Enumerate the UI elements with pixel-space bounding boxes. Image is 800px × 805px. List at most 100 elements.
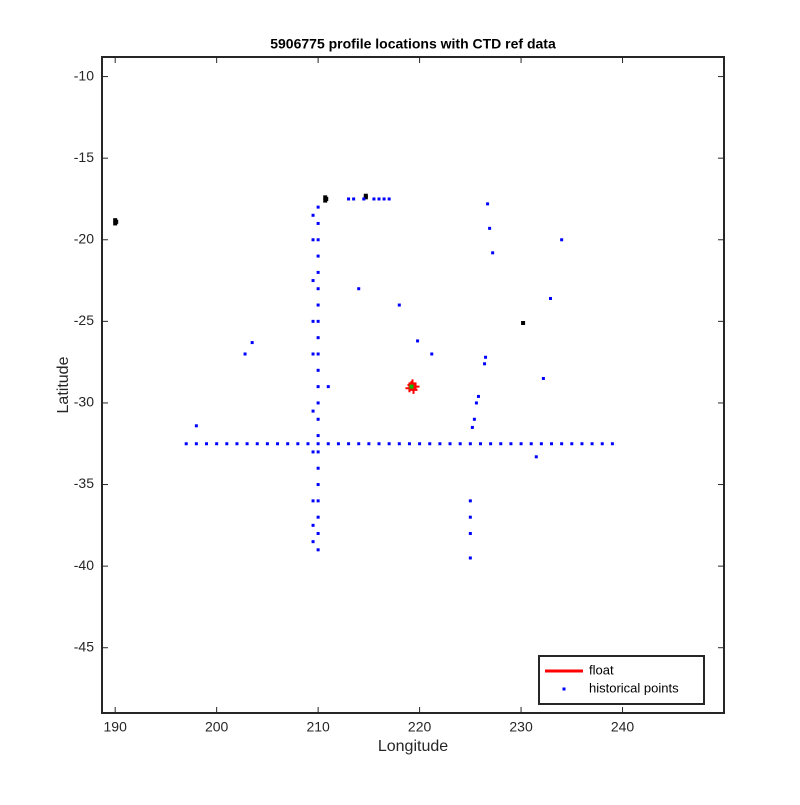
point: [316, 238, 320, 242]
point: [316, 319, 320, 323]
point: [590, 442, 594, 446]
legend-swatch: [562, 687, 566, 691]
point: [472, 417, 476, 421]
point: [548, 297, 552, 301]
point: [352, 197, 356, 201]
point: [416, 339, 420, 343]
point: [377, 442, 381, 446]
point: [286, 442, 290, 446]
point: [311, 523, 315, 527]
point: [255, 442, 259, 446]
point: [316, 483, 320, 487]
x-tick-label: 210: [306, 719, 330, 735]
point: [483, 362, 487, 366]
point: [377, 197, 381, 201]
point: [316, 287, 320, 291]
point: [205, 442, 209, 446]
point: [225, 442, 229, 446]
point: [529, 442, 533, 446]
point: [311, 319, 315, 323]
point: [570, 442, 574, 446]
point: [387, 197, 391, 201]
point: [382, 197, 386, 201]
point: [387, 442, 391, 446]
x-tick-label: 200: [205, 719, 229, 735]
point: [448, 442, 452, 446]
point: [316, 303, 320, 307]
point: [397, 442, 401, 446]
point: [316, 221, 320, 225]
point: [114, 219, 119, 224]
legend-label: float: [589, 662, 614, 677]
point: [326, 385, 330, 389]
y-tick-label: -25: [74, 312, 94, 328]
point: [470, 425, 474, 429]
point: [311, 499, 315, 503]
point: [316, 205, 320, 209]
point: [468, 531, 472, 535]
point: [336, 442, 340, 446]
legend-label: historical points: [589, 680, 679, 695]
point: [550, 442, 554, 446]
point: [367, 442, 371, 446]
y-tick-label: -45: [74, 638, 94, 654]
point: [243, 352, 247, 356]
point: [610, 442, 614, 446]
point: [363, 193, 368, 198]
point: [265, 442, 269, 446]
y-tick-label: -35: [74, 475, 94, 491]
point: [347, 197, 351, 201]
point: [235, 442, 239, 446]
point: [478, 442, 482, 446]
point: [316, 254, 320, 258]
point: [316, 336, 320, 340]
point: [296, 442, 300, 446]
point: [372, 197, 376, 201]
y-tick-label: -20: [74, 230, 94, 246]
point: [316, 450, 320, 454]
x-tick-label: 230: [509, 719, 533, 735]
x-tick-label: 190: [104, 719, 128, 735]
point: [509, 442, 513, 446]
point: [499, 442, 503, 446]
point: [521, 320, 526, 325]
point: [311, 238, 315, 242]
x-tick-label: 220: [408, 719, 432, 735]
point: [476, 394, 480, 398]
point: [250, 341, 254, 345]
y-tick-label: -30: [74, 394, 94, 410]
point: [311, 409, 315, 413]
point: [311, 279, 315, 283]
point: [316, 434, 320, 438]
point: [316, 548, 320, 552]
float-marker: [409, 385, 418, 394]
x-tick-label: 240: [611, 719, 635, 735]
point: [468, 556, 472, 560]
point: [580, 442, 584, 446]
point: [430, 352, 434, 356]
y-tick-label: -40: [74, 557, 94, 573]
point: [245, 442, 249, 446]
x-axis-label: Longitude: [378, 738, 448, 755]
point: [316, 499, 320, 503]
point: [560, 238, 564, 242]
point: [316, 442, 320, 446]
point: [316, 352, 320, 356]
point: [306, 442, 310, 446]
point: [326, 442, 330, 446]
point: [397, 303, 401, 307]
point: [486, 202, 490, 206]
point: [357, 287, 361, 291]
point: [316, 531, 320, 535]
point: [468, 442, 472, 446]
point: [316, 466, 320, 470]
y-axis-label: Latitude: [55, 356, 72, 413]
point: [357, 442, 361, 446]
point: [362, 197, 366, 201]
point: [474, 401, 478, 405]
point: [484, 355, 488, 359]
chart-title: 5906775 profile locations with CTD ref d…: [270, 36, 556, 52]
point: [194, 424, 198, 428]
y-tick-label: -15: [74, 149, 94, 165]
point: [215, 442, 219, 446]
